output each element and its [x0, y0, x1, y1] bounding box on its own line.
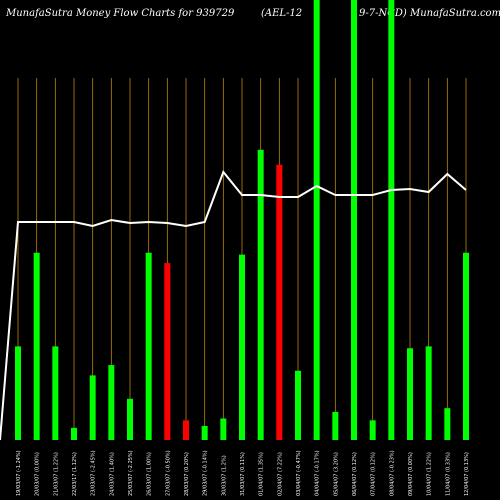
volume-bar [332, 411, 339, 440]
chart-title-left: MunafaSutra Money Flow Charts for 939729 [6, 8, 235, 19]
volume-bar [220, 418, 227, 440]
volume-bar [407, 348, 413, 440]
x-tick-label: 26/03/07 (1.00%) [147, 452, 153, 496]
x-tick-label: 25/03/07 (-2.25%) [128, 450, 134, 496]
volume-bar [33, 252, 40, 440]
volume-bar [295, 370, 301, 440]
volume-bar [276, 164, 283, 440]
x-tick-label: 05/04/07 (3.20%) [333, 452, 339, 496]
volume-bar [52, 346, 59, 440]
volume-bar [425, 346, 432, 440]
volume-bar [145, 252, 152, 440]
x-tick-label: 27/03/07 (-0.50%) [165, 450, 171, 496]
x-tick-label: 01/04/07 (1.35%) [259, 452, 265, 496]
x-tick-label: 31/03/07 (0.11%) [240, 452, 246, 496]
volume-bar [15, 346, 21, 440]
x-tick-label: 30/03/07 (1.2%) [221, 455, 227, 496]
volume-bar [351, 0, 357, 440]
x-tick-label: 09/04/07 (0.00%) [408, 452, 414, 496]
chart-title-middle: (AEL-12 [261, 8, 303, 19]
x-tick-label: 24/03/07 (1.40%) [109, 452, 115, 496]
volume-bar [239, 254, 245, 440]
volume-bar [164, 263, 171, 440]
volume-bar [313, 0, 320, 440]
volume-bar [108, 365, 115, 440]
x-tick-label: 11/04/07 (0.33%) [445, 452, 451, 496]
volume-bar [369, 420, 376, 440]
x-tick-label: 12/04/07 (0.13%) [464, 452, 470, 496]
x-tick-label: 03/04/07 (-0.47%) [296, 450, 302, 496]
x-tick-label: 06/04/07 (0.12%) [352, 452, 358, 496]
x-tick-label: 29/03/07 (-0.14%) [203, 450, 209, 496]
volume-bar [444, 408, 451, 440]
volume-bar [127, 398, 133, 440]
x-tick-label: 21/03/07 (1.22%) [53, 452, 59, 496]
chart-title: MunafaSutra Money Flow Charts for 939729… [6, 8, 500, 19]
x-tick-label: 22/03/17 (1.12%) [72, 452, 78, 496]
volume-bar [183, 420, 189, 440]
x-tick-label: 28/03/07 (0.20%) [184, 452, 190, 496]
x-tick-label: 07/04/07 (0.12%) [371, 452, 377, 496]
x-tick-label: 02/04/07 (7.22%) [277, 452, 283, 496]
x-tick-label: 19/03/07 (-1.24%) [16, 450, 22, 496]
x-tick-label: 20/03/07 (0.00%) [35, 452, 41, 496]
volume-bar [463, 252, 469, 440]
volume-bar [257, 149, 264, 440]
volume-bar [89, 375, 96, 440]
volume-bar [201, 425, 208, 440]
volume-bar [388, 0, 395, 440]
x-tick-label: 08/04/07 (-0.23%) [389, 450, 395, 496]
volume-bar [71, 427, 77, 440]
chart-title-right: 9-7-NCD) MunafaSutra.com [359, 8, 500, 19]
x-tick-label: 23/03/07 (-2.45%) [91, 450, 97, 496]
x-tick-label: 10/04/07 (1.22%) [427, 452, 433, 496]
money-flow-line [0, 170, 467, 441]
x-tick-label: 04/04/07 (-0.17%) [315, 450, 321, 496]
